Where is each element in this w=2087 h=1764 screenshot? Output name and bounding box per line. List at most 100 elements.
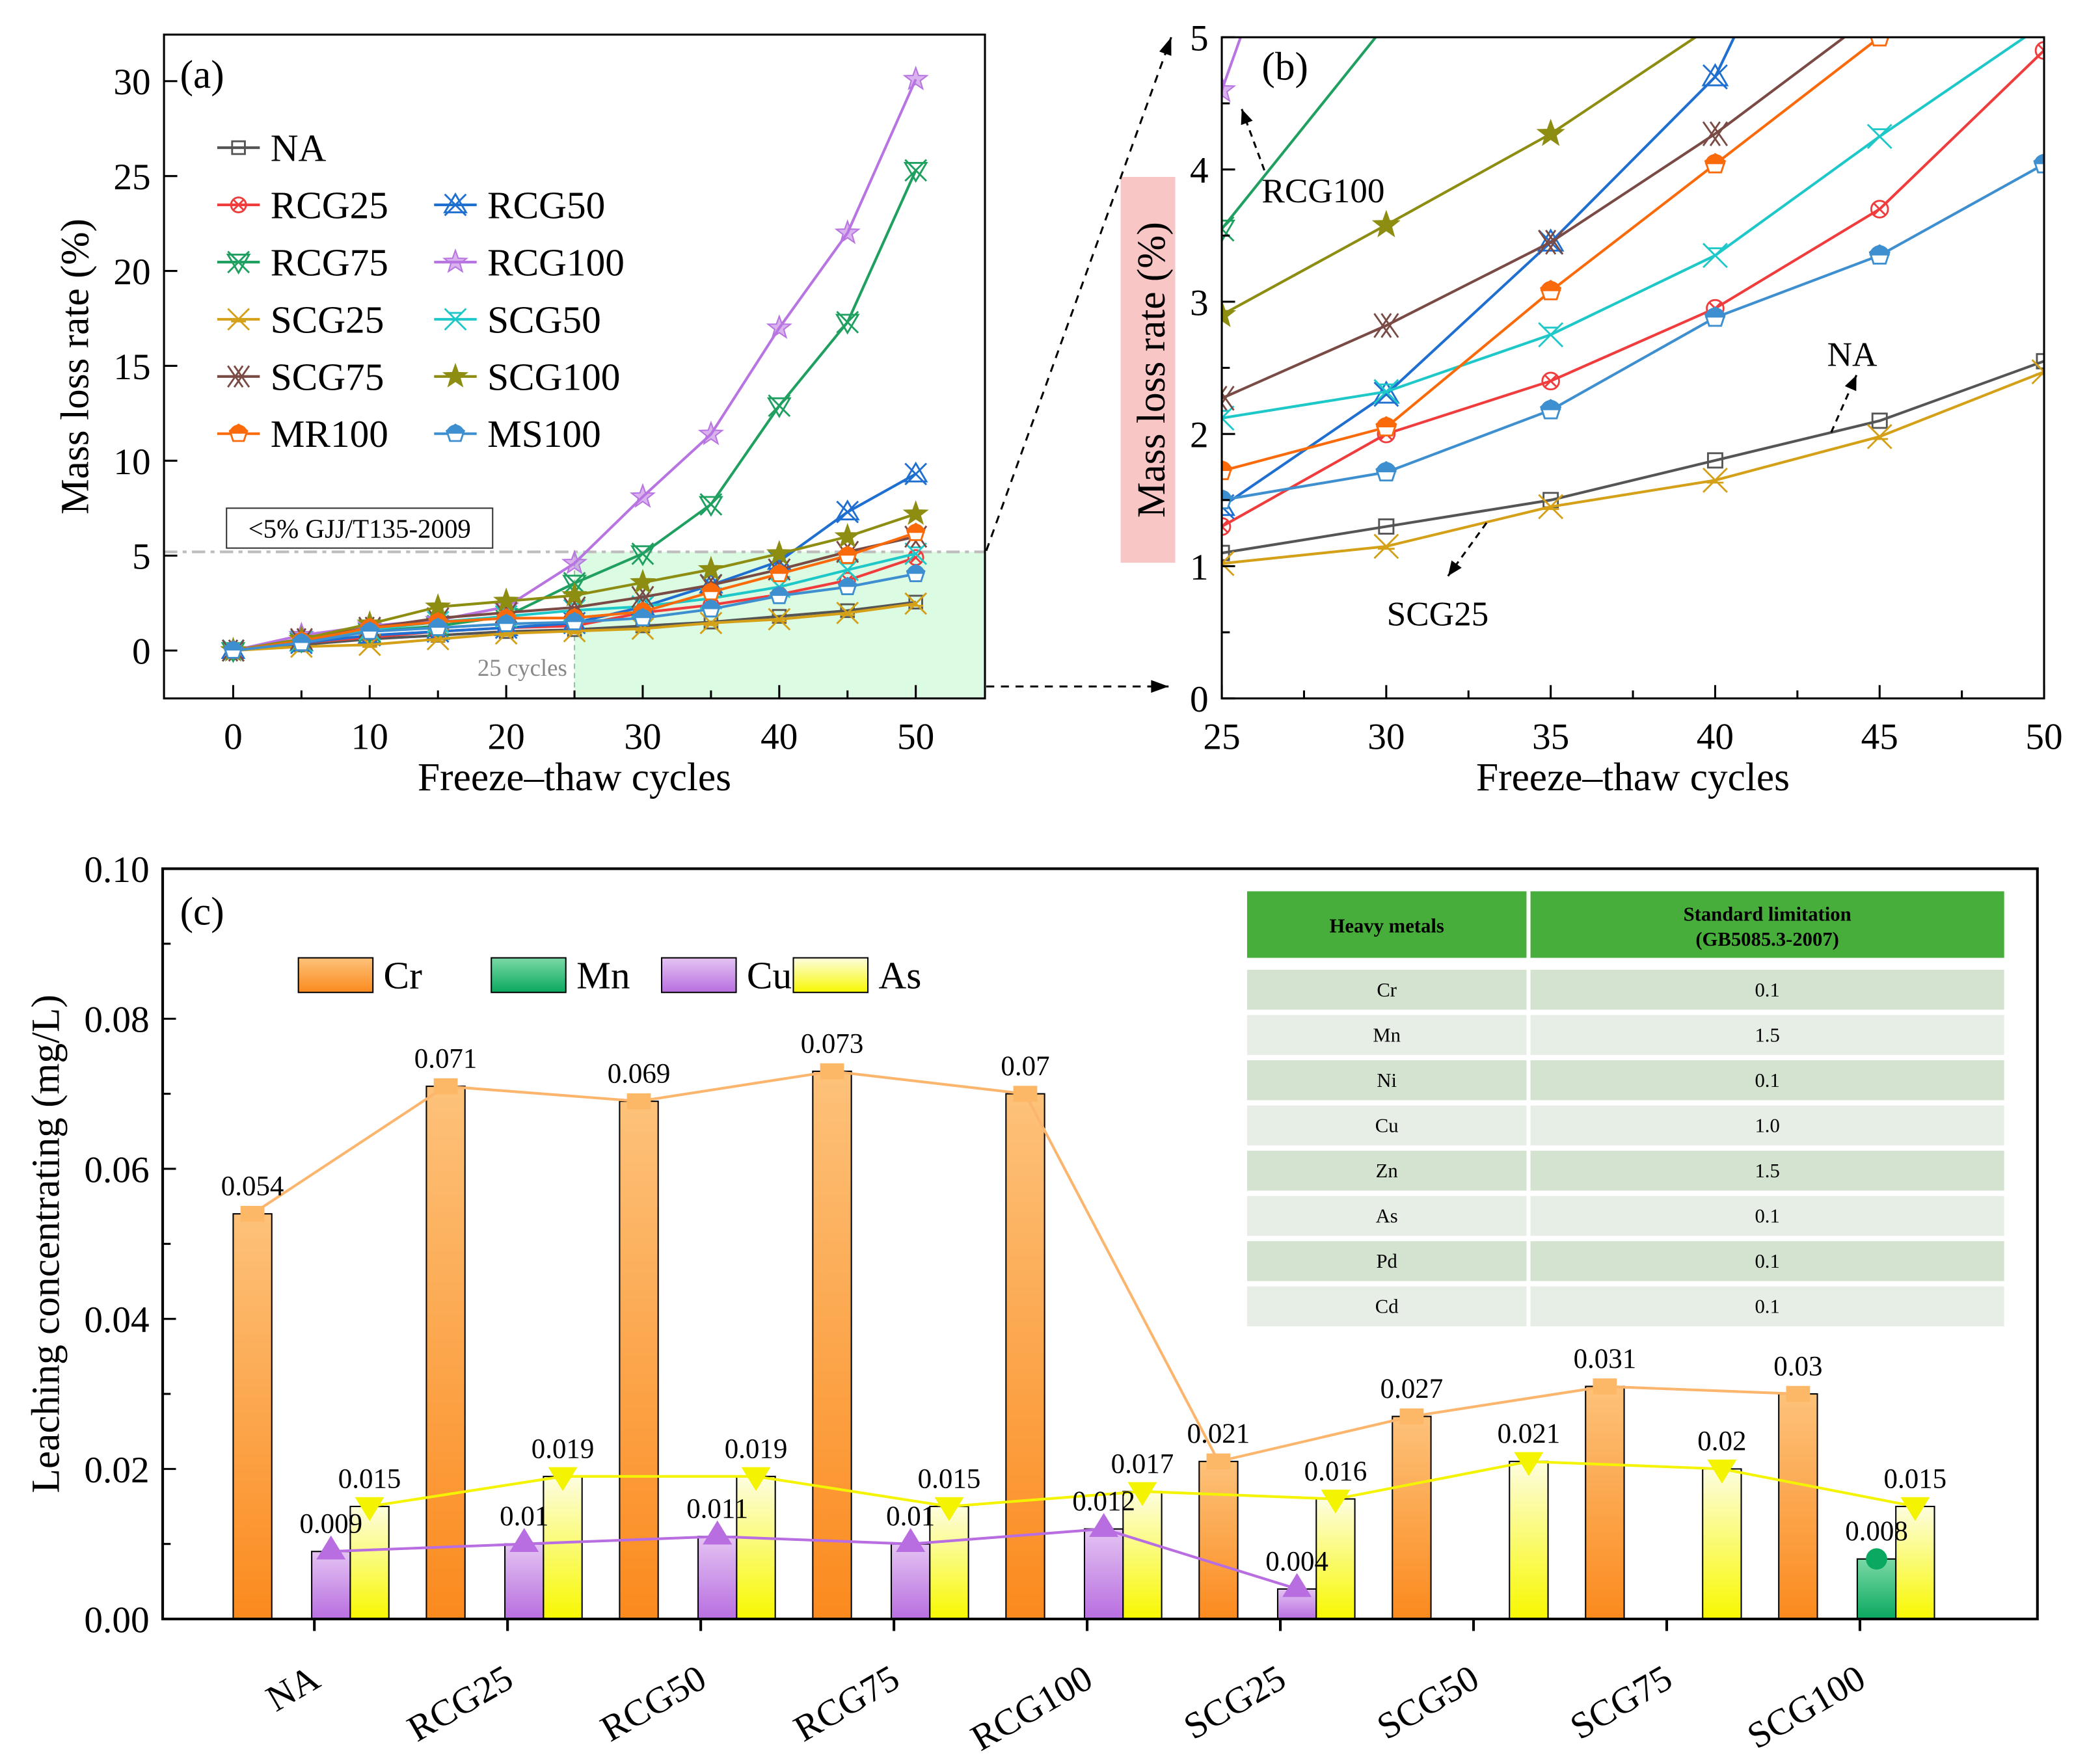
- bar-Cr-SCG75: [1585, 1385, 1625, 1620]
- triangle-down-marker: [630, 542, 655, 567]
- legend-swatch: [792, 957, 869, 993]
- zoom-connectors: [985, 36, 1172, 693]
- point-MS100-5: [291, 632, 312, 652]
- trend-line-Cu: [330, 1527, 1298, 1590]
- pentagon-fill: [701, 600, 720, 609]
- point-SCG25-35: [699, 611, 723, 635]
- x-tick-label: 25: [1203, 716, 1240, 757]
- point-MS100-10: [360, 621, 380, 640]
- point-MR100-50: [906, 522, 926, 541]
- x-marker: [1373, 533, 1399, 559]
- table-cell: [1530, 1241, 2004, 1281]
- bar-Cr-SCG25: [1198, 1460, 1239, 1620]
- legend-item-NA: NA: [217, 126, 327, 169]
- triangle-down-marker: [766, 394, 792, 418]
- hourglass-marker: [444, 308, 467, 331]
- point-MS100-25: [565, 611, 585, 631]
- pentagon-fill: [838, 578, 857, 587]
- table-cell: [1246, 1015, 1527, 1055]
- legend-item-RCG50: RCG50: [434, 183, 605, 226]
- hourglass-marker: [904, 542, 928, 565]
- point-MS100-0: [223, 640, 243, 659]
- table-cell: [1530, 1015, 2004, 1055]
- point-SCG25-50: [904, 592, 928, 615]
- pentagon-marker: [1870, 37, 1890, 47]
- series-line-SCG75: [1222, 37, 1847, 400]
- point-SCG50-40: [1703, 243, 1728, 269]
- point-MS100-45: [1868, 244, 1891, 265]
- triangle-down-marker: [226, 250, 251, 275]
- table-header-cell: [1530, 891, 2004, 958]
- marker-Mn: [1866, 1548, 1887, 1570]
- series-line-MS100: [1222, 163, 2045, 501]
- rcg100-arrow-head: [1241, 109, 1253, 126]
- bar-Cu-NA: [311, 1551, 351, 1620]
- legend-label: SCG50: [487, 298, 601, 341]
- pentagon-fill: [770, 565, 788, 574]
- point-MS100-35: [1540, 399, 1562, 420]
- point-NA-45: [1871, 412, 1888, 429]
- panel-label: (a): [180, 53, 224, 97]
- legend-swatch: [491, 957, 567, 993]
- data-label-As: 0.015: [1884, 1463, 1947, 1494]
- legend-swatch: [297, 957, 374, 993]
- triangle-down-marker: [903, 159, 928, 183]
- marker-Cu: [1282, 1573, 1312, 1597]
- table-header-cell: [1246, 891, 1527, 958]
- double-x-marker: [227, 365, 250, 388]
- table-header-standard: (GB5085.3-2007): [1695, 928, 1839, 950]
- x-marker: [232, 198, 245, 211]
- x-axis-title: Freeze–thaw cycles: [418, 755, 731, 799]
- triangle-marker: [903, 461, 928, 486]
- point-SCG75-35: [1538, 230, 1564, 255]
- point-SCG100-25: [561, 581, 588, 607]
- data-label-As: 0.02: [1697, 1426, 1746, 1457]
- legend-label: Cr: [384, 954, 423, 997]
- point-SCG75-25: [563, 596, 586, 619]
- legend-swatch: [660, 957, 737, 993]
- point-MR100-45: [837, 545, 857, 564]
- table-cell: [1530, 1060, 2004, 1101]
- square-marker: [840, 603, 855, 619]
- point-SCG100-35: [697, 555, 724, 581]
- point-RCG75-35: [699, 493, 723, 517]
- table-row: Zn 1.5: [1246, 1151, 2004, 1191]
- na-arrow-head: [1844, 375, 1857, 392]
- pentagon-fill: [1541, 399, 1561, 410]
- marker-Cr: [1786, 1385, 1811, 1402]
- legend-item-Mn: Mn: [491, 954, 630, 997]
- point-SCG50-50: [904, 542, 928, 565]
- series-line-RCG75: [1222, 37, 1378, 230]
- table-cell: [1530, 1105, 2004, 1145]
- double-x-marker: [631, 585, 654, 609]
- legend-marker: [442, 248, 469, 273]
- legend-item-MS100: MS100: [434, 412, 601, 455]
- bar-As-RCG50: [736, 1475, 776, 1620]
- bar-Cr-RCG100: [1005, 1093, 1045, 1620]
- pentagon-fill: [1222, 490, 1232, 500]
- hourglass-marker: [1538, 322, 1564, 348]
- y-tick-label: 25: [113, 157, 150, 198]
- series-line-RCG25: [1222, 49, 2045, 528]
- x-tick-label: 0: [224, 716, 243, 757]
- triangle-down-marker: [699, 493, 723, 517]
- point-RCG100-30: [629, 483, 656, 508]
- x-tick-label: SCG50: [1370, 1657, 1486, 1748]
- panel-a: <5% GJJ/T135-2009 25 cycles 0 10 20 30 40 50 0 5 1…: [53, 33, 986, 799]
- square-marker: [1378, 518, 1395, 535]
- point-SCG100-20: [493, 587, 520, 613]
- triangle-marker: [835, 499, 860, 524]
- legend-item-SCG100: SCG100: [434, 355, 620, 398]
- standards-table: Heavy metals Standard limitation (GB5085.3…: [1246, 891, 2004, 1327]
- pentagon-fill: [1704, 154, 1726, 165]
- square-marker: [231, 140, 246, 155]
- point-SCG75-45: [1868, 0, 1892, 23]
- point-SCG25-40: [768, 608, 791, 631]
- annotation-scg25: SCG25: [1387, 595, 1489, 633]
- legend-item-SCG25: SCG25: [217, 298, 384, 341]
- pentagon-fill: [1704, 307, 1726, 318]
- y-axis-title: Mass loss rate (%): [1129, 222, 1174, 518]
- legend-marker: [231, 140, 246, 155]
- bar-Cu-RCG100: [1083, 1528, 1124, 1620]
